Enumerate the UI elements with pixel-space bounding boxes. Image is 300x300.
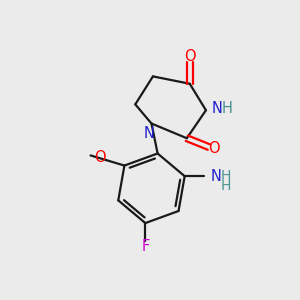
Text: N: N: [144, 126, 154, 141]
Text: O: O: [94, 150, 105, 165]
Text: H: H: [221, 169, 231, 183]
Text: F: F: [141, 239, 149, 254]
Text: N: N: [210, 169, 221, 184]
Text: N: N: [211, 101, 222, 116]
Text: O: O: [184, 49, 196, 64]
Text: H: H: [221, 101, 232, 116]
Text: H: H: [221, 179, 231, 194]
Text: O: O: [208, 141, 220, 156]
